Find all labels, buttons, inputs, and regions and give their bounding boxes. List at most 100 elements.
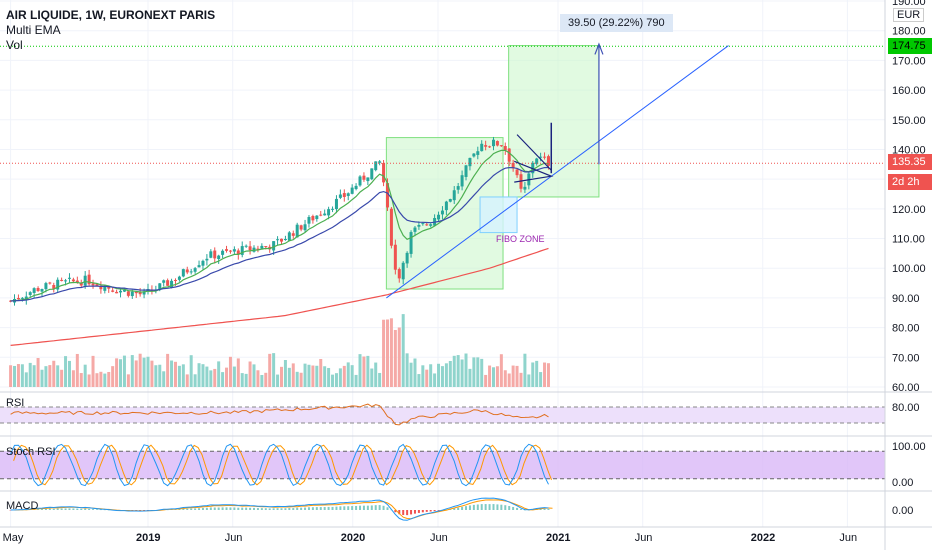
candle-body (543, 156, 547, 158)
price-axis[interactable]: 60.0070.0080.0090.00100.00110.00120.0013… (884, 0, 926, 550)
price-tick-label: 80.00 (892, 323, 920, 335)
volume-bar (91, 355, 95, 387)
candle-body (91, 283, 95, 286)
currency-badge[interactable]: EUR (893, 8, 925, 22)
macd-histogram-bar (190, 508, 193, 510)
candle-body (256, 248, 260, 250)
candle-body (115, 291, 119, 294)
volume-bar (103, 373, 107, 387)
macd-histogram-bar (425, 510, 428, 512)
candle-body (370, 168, 374, 180)
macd-histogram-bar (139, 510, 142, 511)
macd-histogram-bar (76, 508, 79, 510)
volume-bar (60, 369, 64, 387)
macd-histogram-bar (143, 510, 146, 511)
candle-body (248, 246, 252, 251)
volume-bar (209, 370, 213, 387)
candle-body (378, 161, 382, 163)
candle-body (189, 271, 193, 273)
macd-histogram-bar (429, 510, 432, 512)
candle-body (327, 209, 331, 216)
trend-drawings[interactable] (0, 42, 885, 299)
macd-histogram-bar (64, 508, 67, 510)
macd-histogram-bar (417, 510, 420, 513)
candle-body (201, 260, 205, 266)
macd-histogram-bar (194, 508, 197, 510)
candle-body (535, 158, 539, 165)
macd-histogram-bar (421, 510, 424, 513)
candle-body (87, 274, 91, 285)
candle-body (236, 250, 240, 255)
candle-body (60, 279, 64, 281)
candle-body (240, 246, 244, 255)
candle-body (177, 276, 181, 280)
volume-bar (433, 373, 437, 387)
candle-body (32, 288, 36, 293)
candle-body (338, 194, 342, 198)
macd-histogram-bar (276, 508, 279, 510)
candle-body (342, 193, 346, 197)
candle-body (83, 275, 87, 286)
macd-histogram-bar (519, 509, 522, 510)
candle-body (299, 225, 303, 230)
candle-body (9, 300, 13, 302)
volume-bar (323, 366, 327, 387)
volume-bar (126, 374, 130, 387)
volume-bar (527, 374, 531, 387)
volume-bar (119, 359, 123, 387)
candle-body (122, 289, 126, 292)
indicator-multi-ema[interactable]: Multi EMA (6, 23, 61, 37)
candle-body (319, 214, 323, 216)
volume-bar (452, 355, 456, 387)
macd-histogram-bar (508, 506, 511, 510)
macd-histogram-bar (488, 504, 491, 510)
candle-body (217, 255, 221, 260)
candle-body (173, 279, 177, 282)
fibo-zone-label: FIBO ZONE (496, 234, 545, 244)
volume-bar (217, 361, 221, 387)
volume-bar (287, 367, 291, 387)
candle-body (315, 215, 319, 220)
candle-body (523, 186, 527, 190)
drawing-boxes[interactable] (385, 45, 600, 290)
time-axis[interactable]: May 2019 Jun 2020 Jun 2021 Jun 2022 Jun (0, 526, 932, 544)
macd-signal-line (14, 499, 553, 520)
volume-bars (9, 314, 550, 387)
volume-bar (236, 358, 240, 387)
indicator-volume[interactable]: Vol (6, 38, 23, 52)
macd-histogram-bar (465, 506, 468, 510)
candle-body (374, 161, 378, 171)
time-tick-label: 2020 (341, 532, 365, 544)
price-tick-label: 190.00 (892, 0, 926, 8)
macd-histogram-bar (182, 508, 185, 510)
candle-body (366, 177, 370, 182)
pane-label-rsi[interactable]: RSI (6, 397, 25, 409)
candle-body (409, 232, 413, 254)
pane-label-macd[interactable]: MACD (6, 500, 39, 512)
volume-bar (425, 369, 429, 387)
price-tick-label: 170.00 (892, 55, 926, 67)
symbol-title: AIR LIQUIDE, 1W, EURONEXT PARIS (6, 8, 216, 22)
macd-histogram-bar (284, 508, 287, 510)
candle-body (401, 262, 405, 280)
volume-bar (95, 373, 99, 387)
candle-body (52, 285, 56, 289)
volume-bar (240, 373, 244, 387)
candle-body (476, 151, 480, 155)
volume-bar (385, 319, 389, 387)
macd-histogram-bar (217, 507, 220, 510)
price-grid (0, 0, 885, 527)
volume-bar (16, 364, 20, 387)
macd-histogram-bar (339, 506, 342, 510)
candle-body (448, 199, 452, 202)
volume-bar (382, 319, 386, 387)
candle-body (440, 210, 444, 215)
price-tick-label: 100.00 (892, 263, 926, 275)
volume-bar (146, 356, 150, 387)
macd-histogram-bar (331, 506, 334, 510)
candle-body (162, 280, 166, 283)
macd-histogram-bar (249, 507, 252, 510)
volume-bar (283, 360, 287, 387)
pane-label-stoch-rsi[interactable]: Stoch RSI (6, 446, 56, 458)
